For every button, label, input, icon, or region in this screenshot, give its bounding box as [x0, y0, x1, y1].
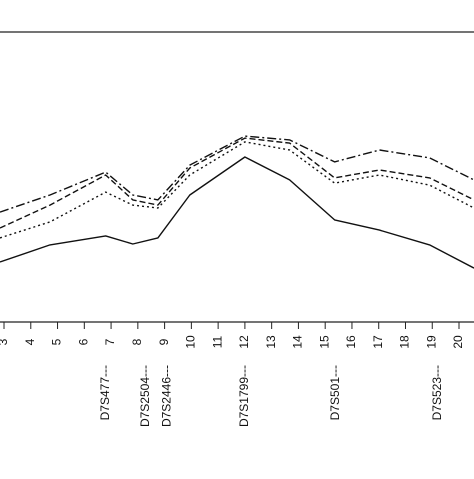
x-tick-label: 14	[291, 335, 305, 349]
x-tick-label: 17	[371, 335, 385, 349]
x-tick-label: 4	[23, 338, 37, 345]
x-tick-label: 9	[157, 338, 171, 345]
marker-label: D7S2504---	[138, 365, 152, 427]
series-line	[0, 156, 474, 269]
marker-label: D7S1799---	[237, 365, 251, 427]
x-tick-label: 3	[0, 338, 10, 345]
x-tick-label: 12	[237, 335, 251, 349]
x-tick-label: 11	[210, 335, 224, 348]
x-tick-label: 10	[184, 335, 198, 349]
series-line	[0, 141, 474, 239]
x-tick-label: 6	[76, 338, 90, 345]
x-tick-label: 8	[130, 338, 144, 345]
marker-label: D7S477---	[98, 365, 112, 420]
x-tick-label: 19	[424, 335, 438, 349]
marker-label: D7S2446---	[159, 365, 173, 427]
x-tick-label: 13	[264, 335, 278, 349]
x-tick-label: 7	[103, 338, 117, 345]
x-tick-label: 20	[451, 335, 465, 349]
series-line	[0, 135, 474, 213]
x-tick-label: 16	[344, 335, 358, 349]
marker-label: D7S523---	[430, 365, 444, 420]
x-tick-label: 5	[50, 338, 64, 345]
series-line	[0, 137, 474, 229]
x-tick-label: 18	[398, 335, 412, 349]
x-tick-label: 15	[317, 335, 331, 349]
marker-label: D7S501---	[328, 365, 342, 420]
